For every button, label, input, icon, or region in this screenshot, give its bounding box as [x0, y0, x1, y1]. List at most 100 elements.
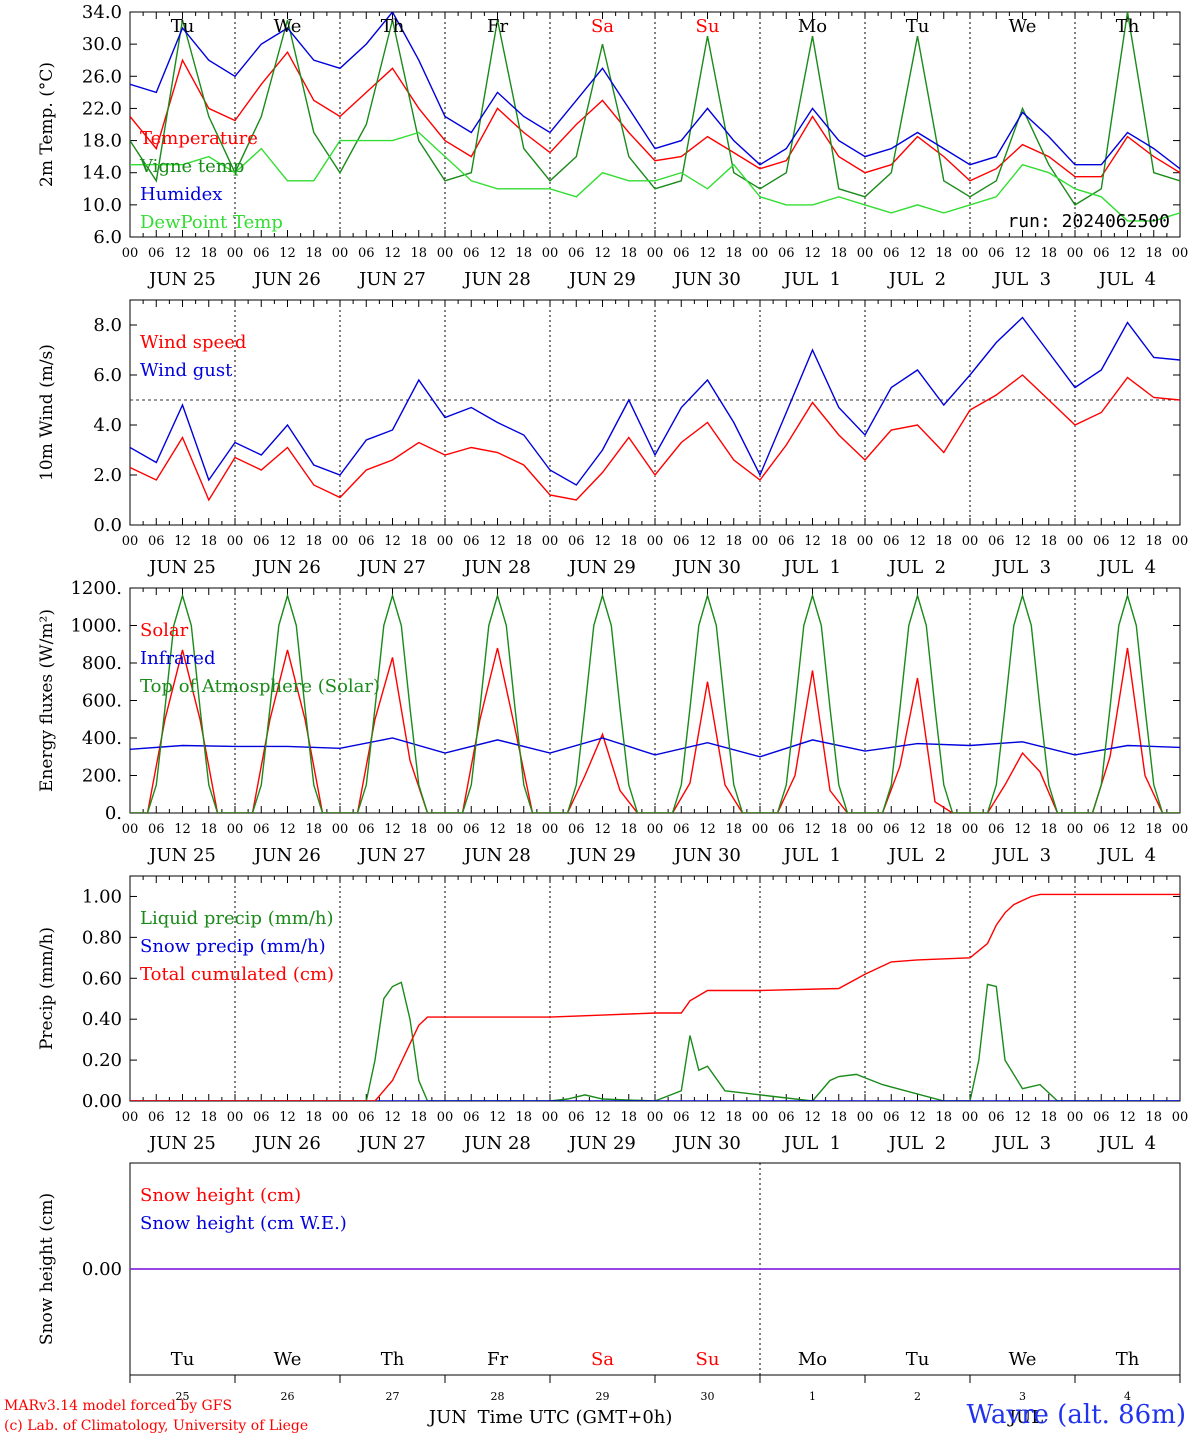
y-tick-label: 30.0 [82, 34, 122, 55]
hour-label: 00 [647, 1110, 664, 1125]
hour-label: 06 [673, 822, 690, 837]
panel-1: 6.0 10.0 14.0 18.0 22.0 26.0 30.0 34.0 2m Temp. … [37, 2, 1188, 290]
hour-label: 00 [962, 246, 979, 261]
hour-label: 12 [909, 534, 926, 549]
legend-entry: Wind speed [140, 332, 246, 353]
date-label: JUN 25 [147, 1133, 216, 1154]
hour-label: 06 [148, 1110, 165, 1125]
weekday-label: Th [381, 1349, 405, 1370]
hour-label: 18 [830, 1110, 847, 1125]
hour-label: 18 [410, 534, 427, 549]
date-label: JUN 30 [672, 557, 741, 578]
hour-label: 12 [279, 1110, 296, 1125]
legend-entry: Snow height (cm) [140, 1185, 301, 1206]
hour-label: 00 [857, 534, 874, 549]
hour-label: 12 [594, 534, 611, 549]
date-label: JUN 27 [357, 269, 426, 290]
legend-entry: Temperature [140, 128, 258, 149]
legend-entry: Infrared [140, 648, 215, 669]
hour-label: 12 [699, 1110, 716, 1125]
day-number: 26 [281, 1390, 295, 1403]
legend-entry: DewPoint Temp [140, 212, 283, 233]
hour-label: 06 [883, 822, 900, 837]
day-number: 1 [809, 1390, 816, 1403]
series-total-cumulated-cm- [130, 893, 1180, 1101]
weekday-label: Su [696, 1349, 720, 1370]
hour-label: 18 [1145, 534, 1162, 549]
hour-label: 06 [148, 822, 165, 837]
date-label: JUL 2 [887, 1133, 946, 1154]
y-tick-label: 0.60 [82, 968, 122, 989]
y-axis-label: Precip (mm/h) [37, 927, 57, 1050]
weekday-label: Fr [487, 1349, 508, 1370]
day-number: 30 [701, 1390, 715, 1403]
hour-label: 18 [305, 534, 322, 549]
y-tick-label: 34.0 [82, 2, 122, 23]
y-tick-label: 0.40 [82, 1009, 122, 1030]
hour-label: 12 [1014, 534, 1031, 549]
hour-label: 12 [489, 534, 506, 549]
hour-label: 18 [200, 822, 217, 837]
date-label: JUN 26 [252, 1133, 321, 1154]
hour-label: 18 [935, 534, 952, 549]
day-number: 2 [914, 1390, 921, 1403]
y-tick-label: 1000. [70, 616, 122, 637]
hour-label: 06 [568, 822, 585, 837]
hour-label: 00 [752, 534, 769, 549]
y-tick-label: 800. [82, 653, 122, 674]
hour-label: 06 [463, 246, 480, 261]
y-axis-label: Snow height (cm) [37, 1193, 57, 1345]
weekday-label: We [274, 1349, 302, 1370]
hour-label: 00 [962, 822, 979, 837]
y-tick-label: 1200. [70, 578, 122, 599]
date-label: JUN 25 [147, 269, 216, 290]
legend-entry: Total cumulated (cm) [140, 964, 334, 985]
series-solar [130, 647, 1180, 813]
hour-label: 00 [332, 1110, 349, 1125]
hour-label: 00 [122, 1110, 139, 1125]
hour-label: 12 [804, 822, 821, 837]
hour-label: 06 [673, 246, 690, 261]
hour-label: 06 [1093, 246, 1110, 261]
hour-label: 12 [804, 534, 821, 549]
date-label: JUN 27 [357, 1133, 426, 1154]
hour-label: 18 [1040, 822, 1057, 837]
hour-label: 18 [725, 822, 742, 837]
date-label: JUL 3 [992, 269, 1051, 290]
hour-label: 06 [148, 246, 165, 261]
hour-label: 12 [174, 534, 191, 549]
date-label: JUN 26 [252, 557, 321, 578]
hour-label: 18 [725, 1110, 742, 1125]
hour-label: 06 [253, 822, 270, 837]
y-tick-label: 0. [105, 803, 122, 824]
date-label: JUN 30 [672, 845, 741, 866]
hour-label: 00 [647, 246, 664, 261]
hour-label: 18 [1145, 822, 1162, 837]
hour-label: 00 [1067, 1110, 1084, 1125]
hour-label: 00 [1067, 534, 1084, 549]
date-label: JUN 29 [567, 269, 636, 290]
y-tick-label: 0.00 [82, 1091, 122, 1112]
weekday-label: Mo [798, 16, 827, 37]
panel-3: 0. 200. 400. 600. 800. 1000. 1200. Energy fluxe… [37, 578, 1188, 866]
date-label: JUL 1 [782, 557, 841, 578]
hour-label: 18 [620, 822, 637, 837]
hour-label: 18 [515, 534, 532, 549]
date-label: JUN 26 [252, 845, 321, 866]
hour-label: 12 [594, 822, 611, 837]
y-tick-label: 0.20 [82, 1050, 122, 1071]
hour-label: 06 [463, 534, 480, 549]
hour-label: 00 [1067, 822, 1084, 837]
date-label: JUN 30 [672, 269, 741, 290]
hour-label: 06 [253, 1110, 270, 1125]
hour-label: 18 [935, 1110, 952, 1125]
hour-label: 12 [1119, 1110, 1136, 1125]
hour-label: 18 [725, 246, 742, 261]
weekday-label: We [1009, 16, 1037, 37]
hour-label: 00 [227, 1110, 244, 1125]
date-label: JUN 27 [357, 557, 426, 578]
y-tick-label: 400. [82, 728, 122, 749]
y-tick-label: 0.0 [93, 515, 122, 536]
date-label: JUN 28 [462, 1133, 531, 1154]
weekday-label: Fr [487, 16, 508, 37]
